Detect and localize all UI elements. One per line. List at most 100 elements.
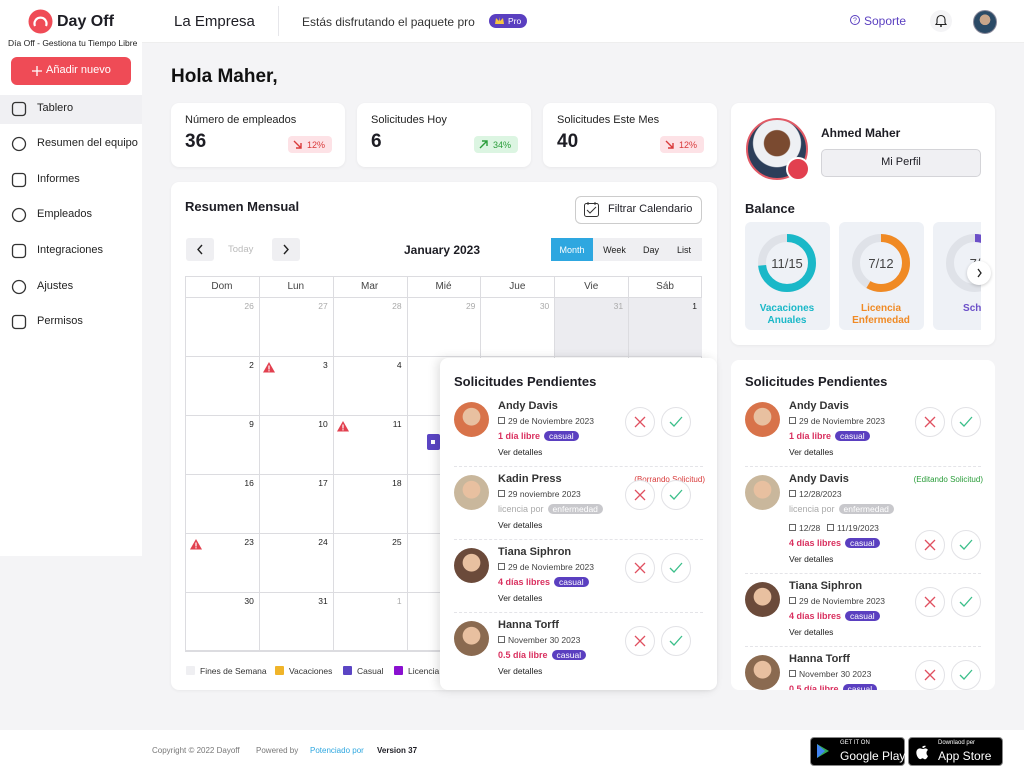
weekday-label: Jue — [509, 281, 526, 292]
legend-swatch — [394, 666, 403, 675]
menu-item[interactable]: Informes — [37, 173, 80, 186]
date-icon — [498, 636, 505, 643]
weekday-label: Lun — [287, 281, 305, 292]
balance-donut — [758, 234, 816, 292]
pending-panel: Solicitudes Pendientes Andy Davis 29 de No… — [440, 358, 717, 690]
approve-button[interactable] — [661, 626, 691, 656]
day-number: 30 — [539, 300, 550, 311]
add-button[interactable] — [11, 57, 131, 85]
details-link[interactable]: Ver detalles — [789, 626, 834, 637]
weekday-label: Mié — [435, 281, 452, 292]
menu-icon — [11, 136, 27, 152]
brand-name: Day Off — [57, 13, 114, 31]
today-button[interactable]: Today — [228, 244, 254, 256]
day-number: 4 — [396, 359, 402, 370]
balance-next[interactable] — [967, 261, 991, 285]
filter-button-label[interactable]: Filtrar Calendario — [608, 203, 693, 216]
leave-type: casual — [554, 576, 589, 588]
donut-arc — [974, 234, 981, 243]
details-link[interactable]: Ver detalles — [498, 519, 543, 530]
reject-button-icon — [634, 635, 646, 647]
view-button-label[interactable]: List — [676, 244, 692, 255]
day-number: 31 — [613, 300, 624, 311]
prev-button[interactable] — [186, 238, 214, 261]
reject-button-icon — [924, 539, 936, 551]
stat-value: 40 — [557, 130, 579, 152]
leave-days: 0.5 día libre — [498, 649, 548, 660]
day-number: 17 — [318, 477, 328, 488]
stat-label: Solicitudes Este Mes — [557, 114, 660, 127]
menu-item[interactable]: Resumen del equipo — [37, 137, 138, 150]
balance-title: Balance — [745, 201, 795, 217]
approve-button[interactable] — [661, 480, 691, 510]
day-number: 24 — [318, 536, 328, 547]
menu-item[interactable]: Ajustes — [37, 280, 74, 293]
view-button[interactable] — [551, 238, 593, 261]
requester-avatar — [745, 475, 780, 510]
approve-button[interactable] — [951, 660, 981, 690]
approve-button[interactable] — [951, 587, 981, 617]
view-button-label[interactable]: Week — [603, 244, 626, 255]
view-button[interactable] — [593, 238, 636, 261]
header-divider — [278, 6, 279, 36]
reject-button[interactable] — [625, 480, 655, 510]
stat-label: Número de empleados — [185, 114, 297, 127]
menu-icon — [11, 172, 27, 188]
next-button[interactable] — [272, 238, 300, 261]
details-link[interactable]: Ver detalles — [789, 553, 834, 564]
menu-item[interactable]: Permisos — [37, 315, 83, 328]
powered-link[interactable]: Potenciado por — [310, 746, 364, 756]
balance-donut — [852, 234, 910, 292]
approve-button[interactable] — [661, 553, 691, 583]
profile-button[interactable] — [821, 149, 981, 177]
approve-button[interactable] — [951, 530, 981, 560]
menu-item[interactable]: Integraciones — [37, 244, 104, 257]
stat-value: 36 — [185, 130, 207, 152]
view-button-label[interactable]: Month — [559, 244, 585, 255]
request-date: 29 noviembre 2023 — [508, 488, 581, 499]
item-divider — [454, 466, 703, 468]
plan-badge — [489, 14, 527, 28]
add-button-label[interactable]: Añadir nuevo — [46, 64, 111, 77]
leave-type: casual — [551, 649, 587, 661]
grid-line — [406, 276, 408, 651]
requester-name: Andy Davis — [789, 473, 849, 486]
details-link[interactable]: Ver detalles — [789, 446, 834, 457]
header — [142, 0, 1024, 43]
balance-name: Licencia Enfermedad — [852, 303, 910, 326]
leave-type: casual — [835, 430, 870, 442]
details-link[interactable]: Ver detalles — [498, 665, 543, 676]
grid-line — [332, 276, 334, 651]
profile-name: Ahmed Maher — [821, 125, 901, 140]
user-avatar[interactable] — [973, 10, 997, 34]
grid-line — [258, 276, 260, 651]
approve-button-icon — [669, 416, 683, 427]
approve-button[interactable] — [661, 407, 691, 437]
day-number: 29 — [465, 300, 476, 311]
item-divider — [745, 466, 981, 468]
requester-avatar — [745, 582, 780, 617]
crown-icon — [495, 17, 504, 24]
menu-item[interactable]: Empleados — [37, 208, 93, 221]
requester-avatar — [454, 621, 489, 656]
details-link[interactable]: Ver detalles — [498, 446, 543, 457]
view-button-label[interactable]: Day — [642, 244, 660, 255]
view-button[interactable] — [666, 238, 702, 261]
leave-days: 4 días libres — [498, 576, 551, 587]
item-divider — [454, 539, 703, 541]
reject-button[interactable] — [915, 530, 945, 560]
bell-button[interactable] — [930, 10, 952, 32]
leave-days: 1 día libre — [498, 430, 541, 441]
reject-button-icon — [634, 562, 646, 574]
details-link[interactable]: Ver detalles — [498, 592, 543, 603]
approve-button[interactable] — [951, 407, 981, 437]
reject-button-icon — [924, 669, 936, 681]
support-link[interactable]: Soporte — [864, 13, 907, 28]
filter-button[interactable] — [575, 196, 702, 224]
profile-button-label[interactable]: Mi Perfil — [881, 156, 921, 169]
stat-card — [171, 103, 345, 167]
leave-days: 1 día libre — [789, 430, 832, 441]
menu-item[interactable]: Tablero — [37, 102, 74, 115]
leave-days: 4 días libres — [789, 537, 842, 548]
view-button[interactable] — [636, 238, 666, 261]
